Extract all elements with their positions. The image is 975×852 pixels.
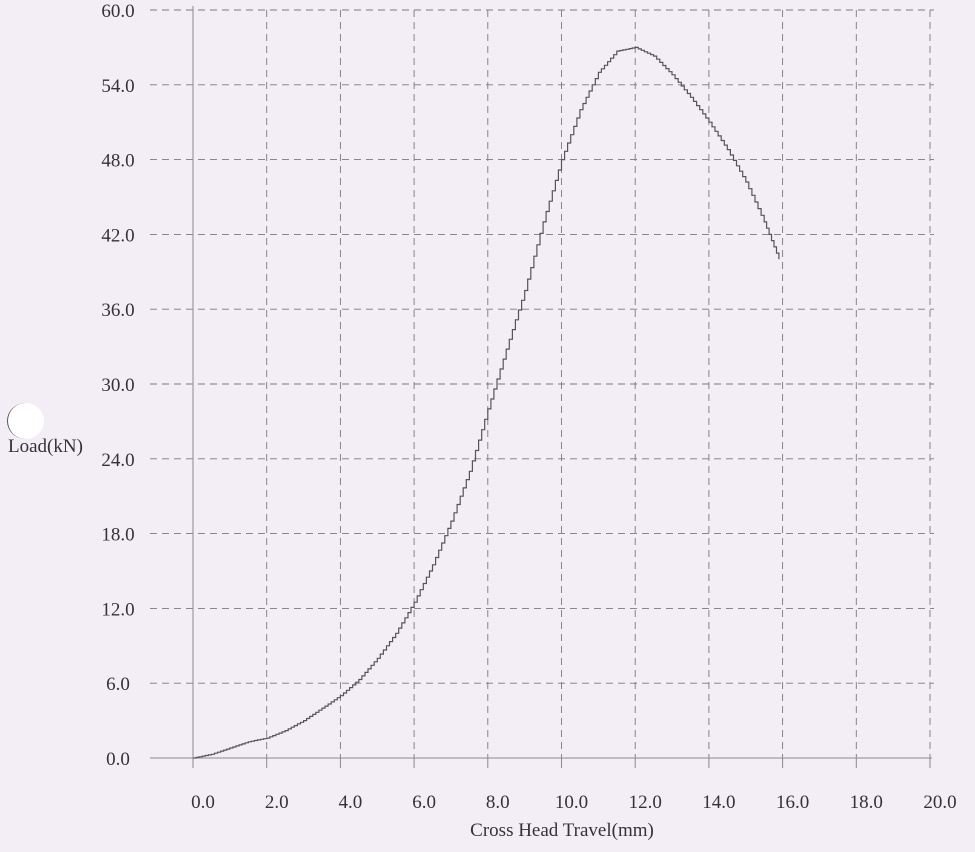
x-tick-label: 6.0	[412, 792, 436, 813]
load-curve	[193, 46, 780, 759]
x-tick-label: 16.0	[776, 792, 809, 813]
grid	[150, 9, 934, 758]
punch-hole	[7, 403, 44, 439]
y-tick-label: 24.0	[101, 450, 134, 471]
x-tick-label: 18.0	[850, 792, 883, 813]
y-tick-label: 12.0	[101, 599, 134, 620]
y-tick-label: 6.0	[106, 674, 130, 695]
y-tick-label: 30.0	[101, 375, 134, 396]
x-tick-label: 0.0	[191, 792, 215, 813]
y-axis-title: Load(kN)	[8, 436, 83, 457]
axes-frame	[150, 6, 932, 768]
y-tick-labels: 0.0 6.0 12.0 18.0 24.0 30.0 36.0 42.0 48.0 54.0 60…	[101, 1, 134, 770]
x-tick-label: 4.0	[339, 792, 363, 813]
y-tick-label: 42.0	[101, 225, 134, 246]
x-tick-label: 12.0	[629, 792, 662, 813]
x-tick-label: 10.0	[555, 792, 588, 813]
x-tick-label: 20.0	[923, 792, 956, 813]
y-tick-label: 48.0	[101, 151, 134, 172]
y-tick-label: 36.0	[101, 300, 134, 321]
y-tick-label: 60.0	[101, 1, 134, 22]
y-tick-label: 0.0	[106, 749, 130, 770]
x-tick-label: 2.0	[265, 792, 289, 813]
x-axis-title: Cross Head Travel(mm)	[470, 820, 654, 841]
y-tick-label: 18.0	[101, 525, 134, 546]
x-tick-label: 14.0	[702, 792, 735, 813]
y-tick-label: 54.0	[101, 76, 134, 97]
x-tick-labels: 0.0 2.0 4.0 6.0 8.0 10.0 12.0 14.0 16.0 18.0 20.0	[191, 792, 957, 813]
x-tick-label: 8.0	[486, 792, 510, 813]
